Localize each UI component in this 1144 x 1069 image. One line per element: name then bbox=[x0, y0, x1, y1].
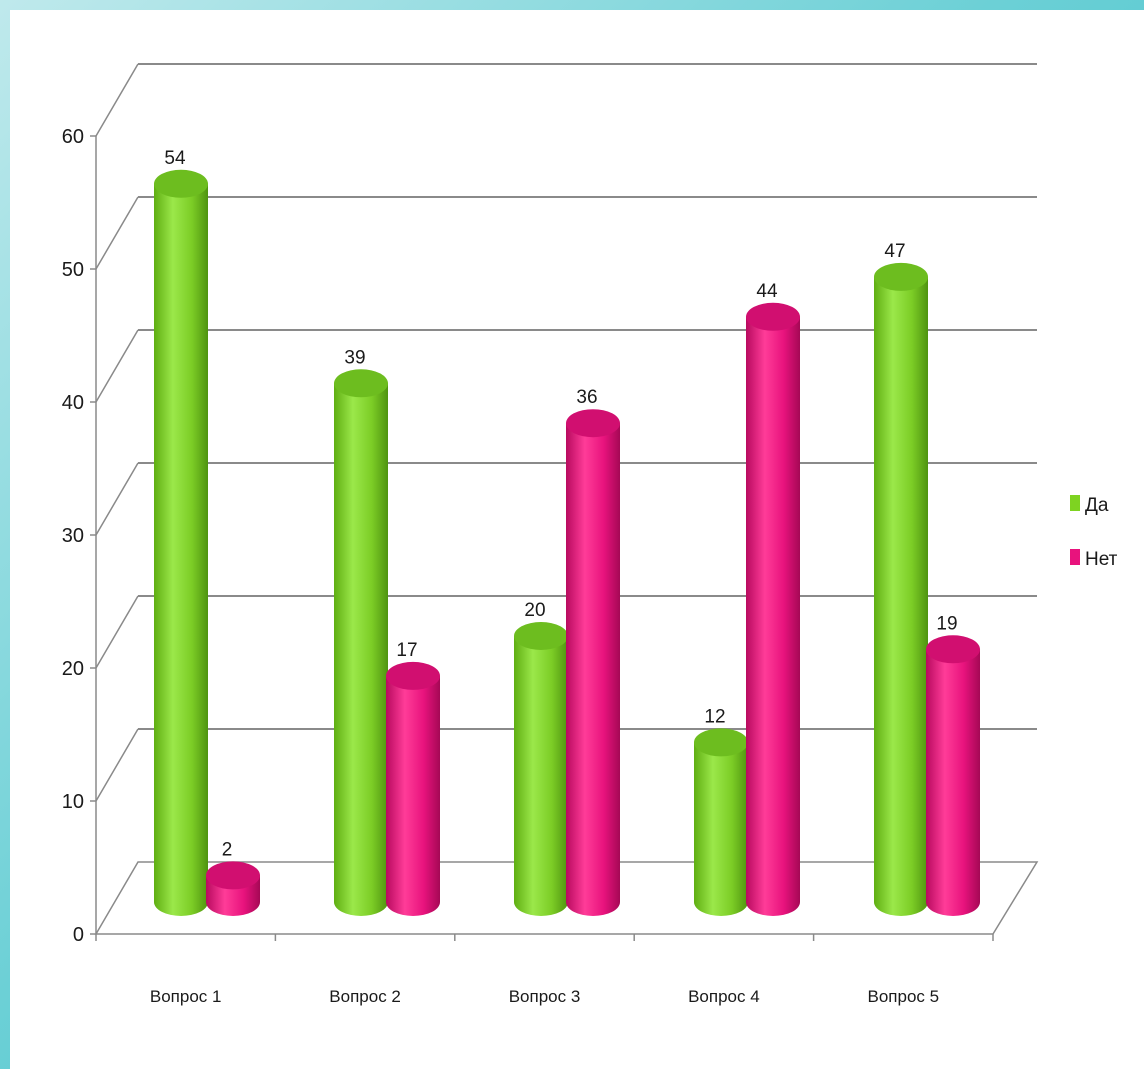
data-label: 12 bbox=[704, 706, 725, 727]
data-label: 39 bbox=[344, 347, 365, 368]
bar-top bbox=[206, 861, 260, 890]
data-label: 44 bbox=[756, 281, 778, 302]
bar-body bbox=[514, 636, 568, 916]
bar bbox=[926, 635, 980, 916]
labels-layer: Вопрос 1 Вопрос 2 Вопрос 3 Вопрос 4 Вопрос 5… bbox=[150, 148, 958, 1006]
gridline-depth bbox=[95, 329, 139, 403]
bar bbox=[694, 728, 748, 916]
bar-top bbox=[926, 635, 980, 664]
data-label: 54 bbox=[164, 148, 186, 169]
y-tick-label: 10 bbox=[62, 791, 84, 813]
y-tick-label: 0 bbox=[73, 924, 84, 946]
bar-top bbox=[874, 262, 928, 291]
data-label: 36 bbox=[576, 387, 597, 408]
bar-body bbox=[874, 276, 928, 916]
bar bbox=[874, 262, 928, 916]
data-label: 20 bbox=[524, 600, 545, 621]
bar bbox=[514, 622, 568, 916]
bar-top bbox=[334, 369, 388, 398]
bar-top bbox=[154, 169, 208, 198]
bar-top bbox=[386, 661, 440, 690]
legend-label: Нет bbox=[1085, 549, 1118, 570]
x-tick-label: Вопрос 2 bbox=[329, 987, 401, 1006]
bar-body bbox=[746, 316, 800, 916]
bar bbox=[334, 369, 388, 916]
x-tick-label: Вопрос 1 bbox=[150, 987, 222, 1006]
gridline-depth bbox=[95, 595, 139, 669]
x-tick-label: Вопрос 4 bbox=[688, 987, 760, 1006]
data-label: 2 bbox=[222, 839, 233, 860]
bar-top bbox=[566, 409, 620, 438]
data-label: 19 bbox=[936, 613, 957, 634]
bar-body bbox=[386, 675, 440, 916]
x-tick-label: Вопрос 5 bbox=[868, 987, 940, 1006]
gridline-depth bbox=[95, 462, 139, 536]
bar-body bbox=[154, 183, 208, 917]
gridline-depth bbox=[95, 728, 139, 802]
y-tick-label: 60 bbox=[62, 126, 84, 148]
bars-layer bbox=[154, 169, 980, 917]
bar-body bbox=[566, 423, 620, 916]
y-tick-label: 50 bbox=[62, 259, 84, 281]
x-tick-label: Вопрос 3 bbox=[509, 987, 581, 1006]
data-label: 17 bbox=[396, 640, 417, 661]
legend: Да Нет bbox=[1070, 495, 1118, 570]
bar bbox=[206, 861, 260, 916]
legend-swatch bbox=[1070, 549, 1080, 565]
y-tick-label: 30 bbox=[62, 525, 84, 547]
bar bbox=[154, 169, 208, 917]
legend-label: Да bbox=[1085, 495, 1109, 516]
bar bbox=[746, 302, 800, 916]
bar-top bbox=[746, 302, 800, 331]
y-tick-label: 20 bbox=[62, 658, 84, 680]
bar-body bbox=[694, 742, 748, 916]
data-label: 47 bbox=[884, 241, 905, 262]
bar-top bbox=[694, 728, 748, 757]
legend-swatch bbox=[1070, 495, 1080, 511]
gridline-depth bbox=[95, 63, 139, 137]
bar bbox=[386, 661, 440, 916]
y-tick-label: 40 bbox=[62, 392, 84, 414]
bar-body bbox=[926, 649, 980, 916]
bar bbox=[566, 409, 620, 916]
bar-body bbox=[334, 383, 388, 916]
bar-top bbox=[514, 622, 568, 650]
gridline-depth bbox=[95, 196, 139, 270]
